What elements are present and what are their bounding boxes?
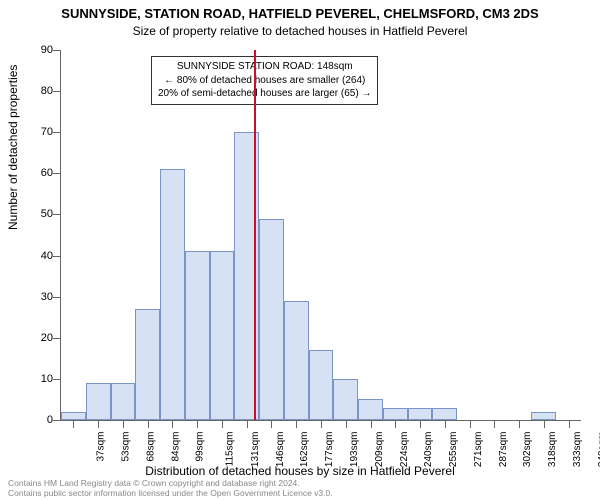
- y-tick-label: 20: [23, 332, 53, 344]
- x-tick: [148, 420, 149, 428]
- x-tick-label: 333sqm: [572, 432, 583, 468]
- x-tick: [519, 420, 520, 428]
- x-tick: [321, 420, 322, 428]
- x-tick-label: 318sqm: [547, 432, 558, 468]
- histogram-bar: [333, 379, 358, 420]
- annotation-box: SUNNYSIDE STATION ROAD: 148sqm ← 80% of …: [151, 56, 378, 105]
- x-tick: [445, 420, 446, 428]
- plot-area: SUNNYSIDE STATION ROAD: 148sqm ← 80% of …: [60, 50, 581, 421]
- x-tick: [569, 420, 570, 428]
- histogram-bar: [86, 383, 111, 420]
- x-axis-label: Distribution of detached houses by size …: [0, 464, 600, 478]
- histogram-bar: [408, 408, 433, 420]
- chart-title-main: SUNNYSIDE, STATION ROAD, HATFIELD PEVERE…: [0, 6, 600, 21]
- x-tick-label: 162sqm: [300, 432, 311, 468]
- reference-line: [254, 50, 256, 420]
- x-tick: [271, 420, 272, 428]
- x-tick-label: 209sqm: [374, 432, 385, 468]
- y-tick: [53, 256, 61, 257]
- x-tick-label: 287sqm: [498, 432, 509, 468]
- x-tick-label: 131sqm: [250, 432, 261, 468]
- histogram-bar: [160, 169, 185, 420]
- x-tick-label: 68sqm: [145, 432, 156, 462]
- x-tick-label: 177sqm: [324, 432, 335, 468]
- y-tick-label: 40: [23, 250, 53, 262]
- y-tick-label: 70: [23, 126, 53, 138]
- y-tick-label: 60: [23, 167, 53, 179]
- chart-title-sub: Size of property relative to detached ho…: [0, 24, 600, 38]
- histogram-bar: [432, 408, 457, 420]
- y-tick: [53, 50, 61, 51]
- footer-line1: Contains HM Land Registry data © Crown c…: [8, 478, 333, 488]
- y-tick: [53, 297, 61, 298]
- histogram-bar: [309, 350, 334, 420]
- annotation-line2: ← 80% of detached houses are smaller (26…: [158, 74, 371, 88]
- histogram-bar: [210, 251, 235, 420]
- x-tick: [371, 420, 372, 428]
- y-tick: [53, 132, 61, 133]
- x-tick-label: 255sqm: [448, 432, 459, 468]
- x-tick: [73, 420, 74, 428]
- annotation-line1: SUNNYSIDE STATION ROAD: 148sqm: [158, 60, 371, 74]
- footer-line2: Contains public sector information licen…: [8, 488, 333, 498]
- x-tick-label: 302sqm: [522, 432, 533, 468]
- y-tick: [53, 214, 61, 215]
- y-tick-label: 10: [23, 373, 53, 385]
- x-tick: [247, 420, 248, 428]
- histogram-bar: [531, 412, 556, 420]
- x-tick: [544, 420, 545, 428]
- x-tick-label: 115sqm: [225, 432, 236, 467]
- histogram-bar: [284, 301, 309, 420]
- x-tick: [296, 420, 297, 428]
- y-tick-label: 90: [23, 44, 53, 56]
- y-tick-label: 30: [23, 291, 53, 303]
- x-tick: [346, 420, 347, 428]
- x-tick: [123, 420, 124, 428]
- y-tick: [53, 420, 61, 421]
- x-tick-label: 146sqm: [275, 432, 286, 468]
- annotation-line3: 20% of semi-detached houses are larger (…: [158, 87, 371, 101]
- histogram-bar: [135, 309, 160, 420]
- histogram-bar: [185, 251, 210, 420]
- histogram-bar: [61, 412, 86, 420]
- x-tick: [98, 420, 99, 428]
- y-tick: [53, 338, 61, 339]
- x-tick-label: 224sqm: [399, 432, 410, 468]
- x-tick-label: 99sqm: [195, 432, 206, 462]
- y-tick-label: 0: [23, 414, 53, 426]
- x-tick: [172, 420, 173, 428]
- x-tick-label: 240sqm: [423, 432, 434, 468]
- chart-container: SUNNYSIDE, STATION ROAD, HATFIELD PEVERE…: [0, 0, 600, 500]
- x-tick: [494, 420, 495, 428]
- x-tick-label: 271sqm: [473, 432, 484, 468]
- x-tick-label: 53sqm: [121, 432, 132, 462]
- histogram-bar: [383, 408, 408, 420]
- x-tick-label: 84sqm: [170, 432, 181, 462]
- y-tick: [53, 379, 61, 380]
- x-tick: [395, 420, 396, 428]
- histogram-bar: [259, 219, 284, 420]
- x-tick: [222, 420, 223, 428]
- footer-attribution: Contains HM Land Registry data © Crown c…: [8, 478, 333, 498]
- x-tick: [420, 420, 421, 428]
- x-tick: [197, 420, 198, 428]
- x-tick-label: 193sqm: [349, 432, 360, 468]
- y-axis-label: Number of detached properties: [6, 65, 20, 230]
- y-tick-label: 50: [23, 208, 53, 220]
- y-tick-label: 80: [23, 85, 53, 97]
- y-tick: [53, 91, 61, 92]
- x-tick-label: 37sqm: [96, 432, 107, 462]
- histogram-bar: [358, 399, 383, 420]
- x-tick: [470, 420, 471, 428]
- histogram-bar: [111, 383, 136, 420]
- y-tick: [53, 173, 61, 174]
